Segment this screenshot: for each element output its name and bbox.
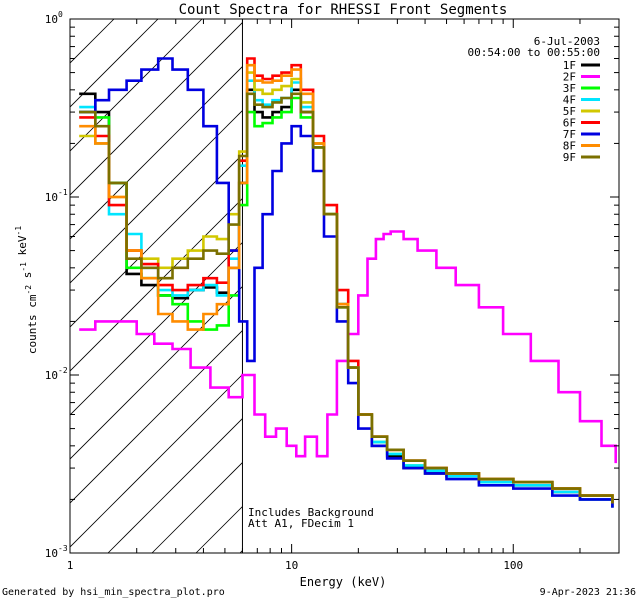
y-tick-exponent: -1 — [58, 188, 68, 197]
hatch-line — [70, 21, 243, 196]
legend-label: 2F — [563, 71, 576, 84]
series-8F — [79, 63, 614, 504]
x-tick-label: 1 — [67, 559, 74, 572]
footer-generated-by: Generated by hsi_min_spectra_plot.pro — [2, 587, 225, 598]
hatch-line — [70, 329, 243, 504]
legend-label: 3F — [563, 82, 576, 95]
y-tick-label: 10 — [45, 547, 58, 560]
x-axis-label: Energy (keV) — [300, 575, 387, 589]
y-tick-label: 10 — [45, 13, 58, 26]
annotation-attenuator: Att A1, FDecim 1 — [248, 517, 354, 530]
x-tick-label: 10 — [285, 559, 298, 572]
legend-label: 1F — [563, 59, 576, 72]
x-tick-label: 100 — [503, 559, 523, 572]
y-tick-exponent: -3 — [58, 544, 68, 553]
hatch-line — [70, 19, 71, 20]
y-tick-label: 10 — [45, 191, 58, 204]
time-range-text: 00:54:00 to 00:55:00 — [468, 46, 600, 59]
y-tick-exponent: -2 — [58, 366, 68, 375]
y-tick-exponent: 0 — [58, 10, 63, 19]
hatch-line — [70, 153, 243, 328]
y-axis-label: counts cm-2 s-1 keV-1 — [14, 226, 39, 354]
y-axis-label-group: counts cm-2 s-1 keV-1 — [14, 226, 39, 354]
chart-title: Count Spectra for RHESSI Front Segments — [179, 2, 508, 18]
date-text: 6-Jul-2003 — [534, 35, 600, 48]
series-9F — [79, 92, 614, 504]
series-2F — [79, 230, 617, 464]
plot-frame — [69, 18, 620, 554]
hatch-line — [107, 417, 243, 553]
y-tick-label: 10 — [45, 369, 58, 382]
svg-text:counts cm-2 s-1 keV-1: counts cm-2 s-1 keV-1 — [14, 226, 39, 354]
legend-label: 6F — [563, 117, 576, 130]
hatch-line — [151, 461, 243, 553]
legend-label: 7F — [563, 128, 576, 141]
legend-label: 4F — [563, 94, 576, 107]
hatch-line — [70, 373, 243, 548]
footer-timestamp: 9-Apr-2023 21:36 — [540, 587, 636, 598]
legend-label: 5F — [563, 105, 576, 118]
hatch-line — [70, 19, 203, 152]
annotation-background: Includes Background — [248, 506, 374, 519]
legend-label: 9F — [563, 151, 576, 164]
hatch-line — [70, 65, 243, 240]
series-layer — [79, 57, 617, 508]
legend-label: 8F — [563, 140, 576, 153]
